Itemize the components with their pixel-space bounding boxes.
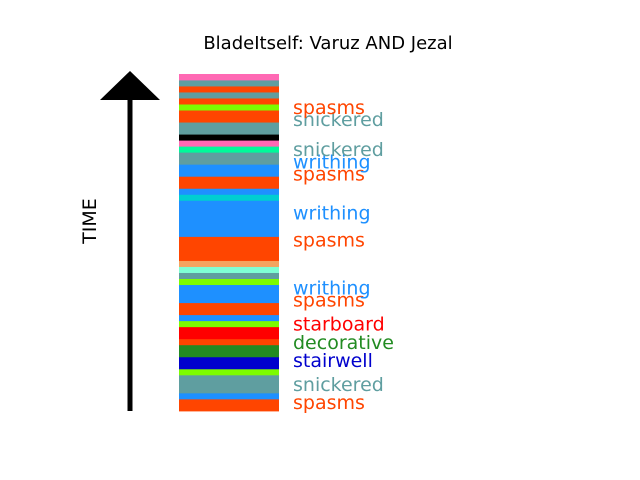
time-segment-13 bbox=[179, 272, 279, 280]
segment-label-12: snickered bbox=[293, 109, 384, 131]
time-segment-11 bbox=[179, 284, 279, 304]
time-segment-6 bbox=[179, 338, 279, 346]
time-segments bbox=[179, 74, 279, 412]
segment-label-0: spasms bbox=[293, 392, 365, 414]
time-segment-18 bbox=[179, 194, 279, 201]
time-segment-14 bbox=[179, 266, 279, 273]
time-segment-25 bbox=[179, 134, 279, 141]
segment-label-11: snickered bbox=[293, 139, 384, 161]
segment-label-3: decorative bbox=[293, 332, 394, 354]
segment-label-10: writhing bbox=[293, 151, 371, 173]
time-segment-10 bbox=[179, 302, 279, 316]
time-segment-9 bbox=[179, 314, 279, 322]
y-axis-label: TIME bbox=[79, 198, 101, 245]
time-arrow-head bbox=[100, 71, 160, 100]
time-segment-2 bbox=[179, 374, 279, 394]
time-segment-30 bbox=[179, 92, 279, 99]
time-segment-33 bbox=[179, 74, 279, 81]
time-segment-0 bbox=[179, 398, 279, 412]
time-segment-15 bbox=[179, 260, 279, 267]
segment-label-1: snickered bbox=[293, 374, 384, 396]
time-segment-21 bbox=[179, 164, 279, 177]
time-segment-24 bbox=[179, 140, 279, 147]
time-segment-7 bbox=[179, 326, 279, 340]
time-segment-27 bbox=[179, 110, 279, 123]
time-segment-26 bbox=[179, 122, 279, 135]
time-segment-5 bbox=[179, 344, 279, 358]
time-segment-4 bbox=[179, 356, 279, 370]
segment-labels: spasmssnickeredstairwelldecorativestarbo… bbox=[293, 97, 394, 414]
time-segment-28 bbox=[179, 104, 279, 111]
time-segment-22 bbox=[179, 152, 279, 165]
segment-label-8: writhing bbox=[293, 202, 371, 224]
time-segment-31 bbox=[179, 86, 279, 93]
segment-label-9: spasms bbox=[293, 163, 365, 185]
time-segment-1 bbox=[179, 392, 279, 400]
time-segment-17 bbox=[179, 200, 279, 237]
time-segment-12 bbox=[179, 278, 279, 286]
time-segment-16 bbox=[179, 236, 279, 261]
segment-label-13: spasms bbox=[293, 97, 365, 119]
segment-label-6: writhing bbox=[293, 278, 371, 300]
time-segment-29 bbox=[179, 98, 279, 105]
time-segment-23 bbox=[179, 146, 279, 153]
segment-label-5: spasms bbox=[293, 290, 365, 312]
segment-label-4: starboard bbox=[293, 314, 385, 336]
time-segment-20 bbox=[179, 176, 279, 189]
time-segment-8 bbox=[179, 320, 279, 328]
time-segment-19 bbox=[179, 188, 279, 195]
time-segment-3 bbox=[179, 368, 279, 376]
segment-label-7: spasms bbox=[293, 229, 365, 251]
chart-title: BladeItself: Varuz AND Jezal bbox=[203, 33, 452, 54]
time-segment-32 bbox=[179, 80, 279, 87]
segment-label-2: stairwell bbox=[293, 350, 373, 372]
